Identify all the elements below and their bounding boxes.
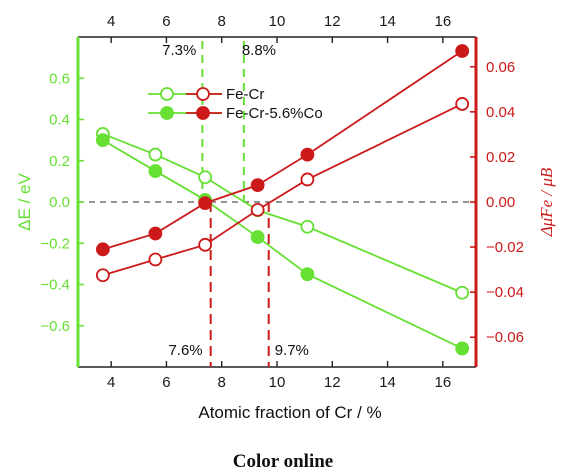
figure-caption: Color online [233,451,333,472]
data-point [250,178,265,192]
legend-marker-left [160,87,174,101]
y-right-tick-label: −0.04 [486,284,524,301]
x-top-tick-label: 6 [162,13,170,30]
y-right-tick-label: 0.06 [486,59,515,76]
series-line [102,50,463,251]
data-point [300,267,315,282]
series-line [102,103,463,277]
y-left-tick-label: 0.6 [49,70,70,87]
data-point [198,196,213,211]
x-tick-label: 14 [379,374,396,391]
y-right-tick-label: 0.04 [486,104,515,121]
data-point [250,230,265,244]
x-axis-title: Atomic fraction of Cr / % [198,403,381,422]
y-left-tick-label: −0.4 [40,277,70,294]
legend-label: Fe-Cr-5.6%Co [226,105,323,122]
data-point [95,133,110,148]
y-left-tick-label: 0.0 [49,194,70,211]
x-top-tick-label: 12 [324,13,341,30]
y-right-tick-label: 0.02 [486,149,515,166]
x-tick-label: 6 [162,374,170,391]
data-point [455,341,470,356]
data-point [198,170,213,185]
data-point [455,44,470,58]
x-top-tick-label: 14 [379,13,396,30]
data-point [300,219,315,234]
data-point [148,252,163,267]
y-axis-title-right: Δμ̄Fe / μB [537,167,556,237]
y-left-tick-label: 0.2 [49,153,70,170]
y-left-tick-label: −0.2 [40,235,70,252]
x-tick-label: 16 [434,374,451,391]
legend-marker-right [196,106,210,120]
x-tick-label: 12 [324,374,341,391]
data-point [455,285,470,300]
legend-label: Fe-Cr [226,86,264,103]
y-right-tick-label: −0.02 [486,239,524,256]
x-top-tick-label: 4 [107,13,115,30]
y-right-tick-label: −0.06 [486,329,524,346]
crossing-label: 7.3% [162,42,196,59]
legend-marker-right [196,87,210,101]
crossing-label: 7.6% [168,342,202,359]
y-left-tick-label: −0.6 [40,318,70,335]
crossing-label: 9.7% [275,342,309,359]
legend-marker-left [160,106,174,120]
data-point [198,237,213,252]
data-point [250,202,265,217]
plot-area: 4 6 8 10 12 14 16 4 6 8 10 12 14 16 −0.6 −0.4 −0.2 0.0 0.2… [15,13,556,391]
data-point [148,147,163,162]
x-tick-label: 8 [218,374,226,391]
series-line [102,139,463,350]
x-top-tick-label: 10 [269,13,286,30]
data-point [455,97,470,111]
y-right-tick-label: 0.00 [486,194,515,211]
data-point [95,268,110,283]
crossing-label: 8.8% [242,42,276,59]
x-tick-label: 10 [269,374,286,391]
x-tick-label: 4 [107,374,115,391]
y-axis-title-left: ΔE / eV [15,173,34,231]
y-left-tick-label: 0.4 [49,112,70,129]
data-point [148,226,163,241]
x-top-tick-label: 16 [434,13,451,30]
data-point [300,172,315,187]
data-point [148,164,163,178]
data-point [95,242,110,257]
data-point [300,147,315,162]
x-top-tick-label: 8 [218,13,226,30]
